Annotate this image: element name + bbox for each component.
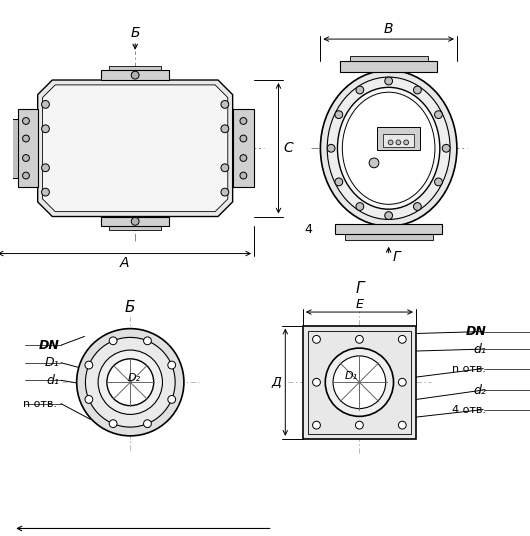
- Circle shape: [356, 421, 363, 429]
- Text: D₁: D₁: [345, 371, 358, 382]
- Circle shape: [325, 348, 393, 416]
- Text: d₁: d₁: [46, 374, 59, 387]
- Circle shape: [221, 188, 229, 196]
- Circle shape: [240, 117, 247, 124]
- Circle shape: [109, 337, 117, 345]
- Circle shape: [85, 337, 175, 427]
- Text: DN: DN: [38, 339, 59, 352]
- Circle shape: [144, 420, 152, 428]
- Text: Г: Г: [355, 281, 364, 296]
- Circle shape: [399, 336, 406, 343]
- Circle shape: [356, 86, 364, 94]
- Bar: [377, 127, 420, 150]
- Circle shape: [85, 361, 93, 369]
- Circle shape: [240, 135, 247, 142]
- Bar: [308, 331, 411, 434]
- Circle shape: [356, 336, 363, 343]
- Text: d₁: d₁: [473, 343, 486, 355]
- Text: В: В: [384, 23, 393, 36]
- Bar: [303, 326, 416, 439]
- Bar: [350, 56, 428, 61]
- Circle shape: [435, 178, 443, 186]
- Circle shape: [168, 396, 175, 403]
- Circle shape: [107, 359, 154, 406]
- Bar: [340, 61, 437, 72]
- Circle shape: [98, 350, 163, 414]
- Bar: [233, 109, 254, 187]
- Circle shape: [221, 125, 229, 133]
- Text: E: E: [356, 297, 364, 311]
- Text: C: C: [284, 142, 293, 155]
- Text: D₁: D₁: [45, 356, 59, 369]
- Circle shape: [399, 421, 406, 429]
- Circle shape: [23, 135, 29, 142]
- Bar: [109, 217, 162, 230]
- Circle shape: [23, 154, 29, 161]
- Circle shape: [41, 164, 49, 172]
- Circle shape: [240, 154, 247, 161]
- Circle shape: [221, 164, 229, 172]
- Circle shape: [131, 218, 139, 225]
- Circle shape: [413, 203, 421, 211]
- Circle shape: [221, 100, 229, 108]
- Bar: [335, 224, 442, 234]
- Circle shape: [399, 378, 406, 386]
- Circle shape: [335, 178, 343, 186]
- Text: Б: Б: [130, 26, 140, 40]
- Circle shape: [144, 337, 152, 345]
- Bar: [383, 133, 414, 147]
- Circle shape: [41, 188, 49, 196]
- Circle shape: [109, 420, 117, 428]
- Circle shape: [131, 71, 139, 79]
- Text: 4 отв.: 4 отв.: [452, 405, 486, 414]
- Text: A: A: [120, 256, 129, 270]
- Circle shape: [313, 336, 321, 343]
- Circle shape: [41, 100, 49, 108]
- Text: D₂: D₂: [128, 374, 141, 383]
- Circle shape: [23, 172, 29, 179]
- Text: Г: Г: [393, 250, 400, 264]
- Circle shape: [240, 172, 247, 179]
- Circle shape: [356, 203, 364, 211]
- Circle shape: [313, 421, 321, 429]
- Circle shape: [385, 212, 393, 219]
- Bar: [0, 140, 12, 156]
- Circle shape: [23, 117, 29, 124]
- Polygon shape: [42, 85, 228, 212]
- Circle shape: [404, 140, 409, 145]
- Text: 4: 4: [305, 222, 313, 236]
- Text: Б: Б: [125, 300, 136, 315]
- Circle shape: [327, 144, 335, 152]
- Bar: [345, 234, 432, 240]
- Text: Д: Д: [272, 376, 281, 389]
- Text: n отв.: n отв.: [23, 399, 57, 408]
- Circle shape: [369, 158, 379, 168]
- Bar: [12, 119, 18, 177]
- Circle shape: [413, 86, 421, 94]
- Circle shape: [335, 111, 343, 118]
- Circle shape: [435, 111, 443, 118]
- Circle shape: [385, 77, 393, 85]
- Bar: [18, 109, 38, 187]
- Bar: [101, 217, 169, 226]
- Polygon shape: [38, 80, 233, 217]
- Text: DN: DN: [465, 325, 486, 338]
- Text: n отв.: n отв.: [452, 363, 486, 374]
- Circle shape: [77, 329, 184, 436]
- Circle shape: [396, 140, 401, 145]
- Circle shape: [333, 356, 386, 408]
- Ellipse shape: [338, 87, 440, 209]
- Circle shape: [41, 125, 49, 133]
- Ellipse shape: [321, 70, 457, 226]
- Bar: [101, 70, 169, 80]
- Circle shape: [313, 378, 321, 386]
- Ellipse shape: [342, 92, 435, 204]
- Circle shape: [85, 396, 93, 403]
- Circle shape: [388, 140, 393, 145]
- Ellipse shape: [327, 77, 450, 219]
- Text: d₂: d₂: [473, 384, 486, 397]
- Circle shape: [168, 361, 175, 369]
- Circle shape: [442, 144, 450, 152]
- Bar: [109, 66, 162, 80]
